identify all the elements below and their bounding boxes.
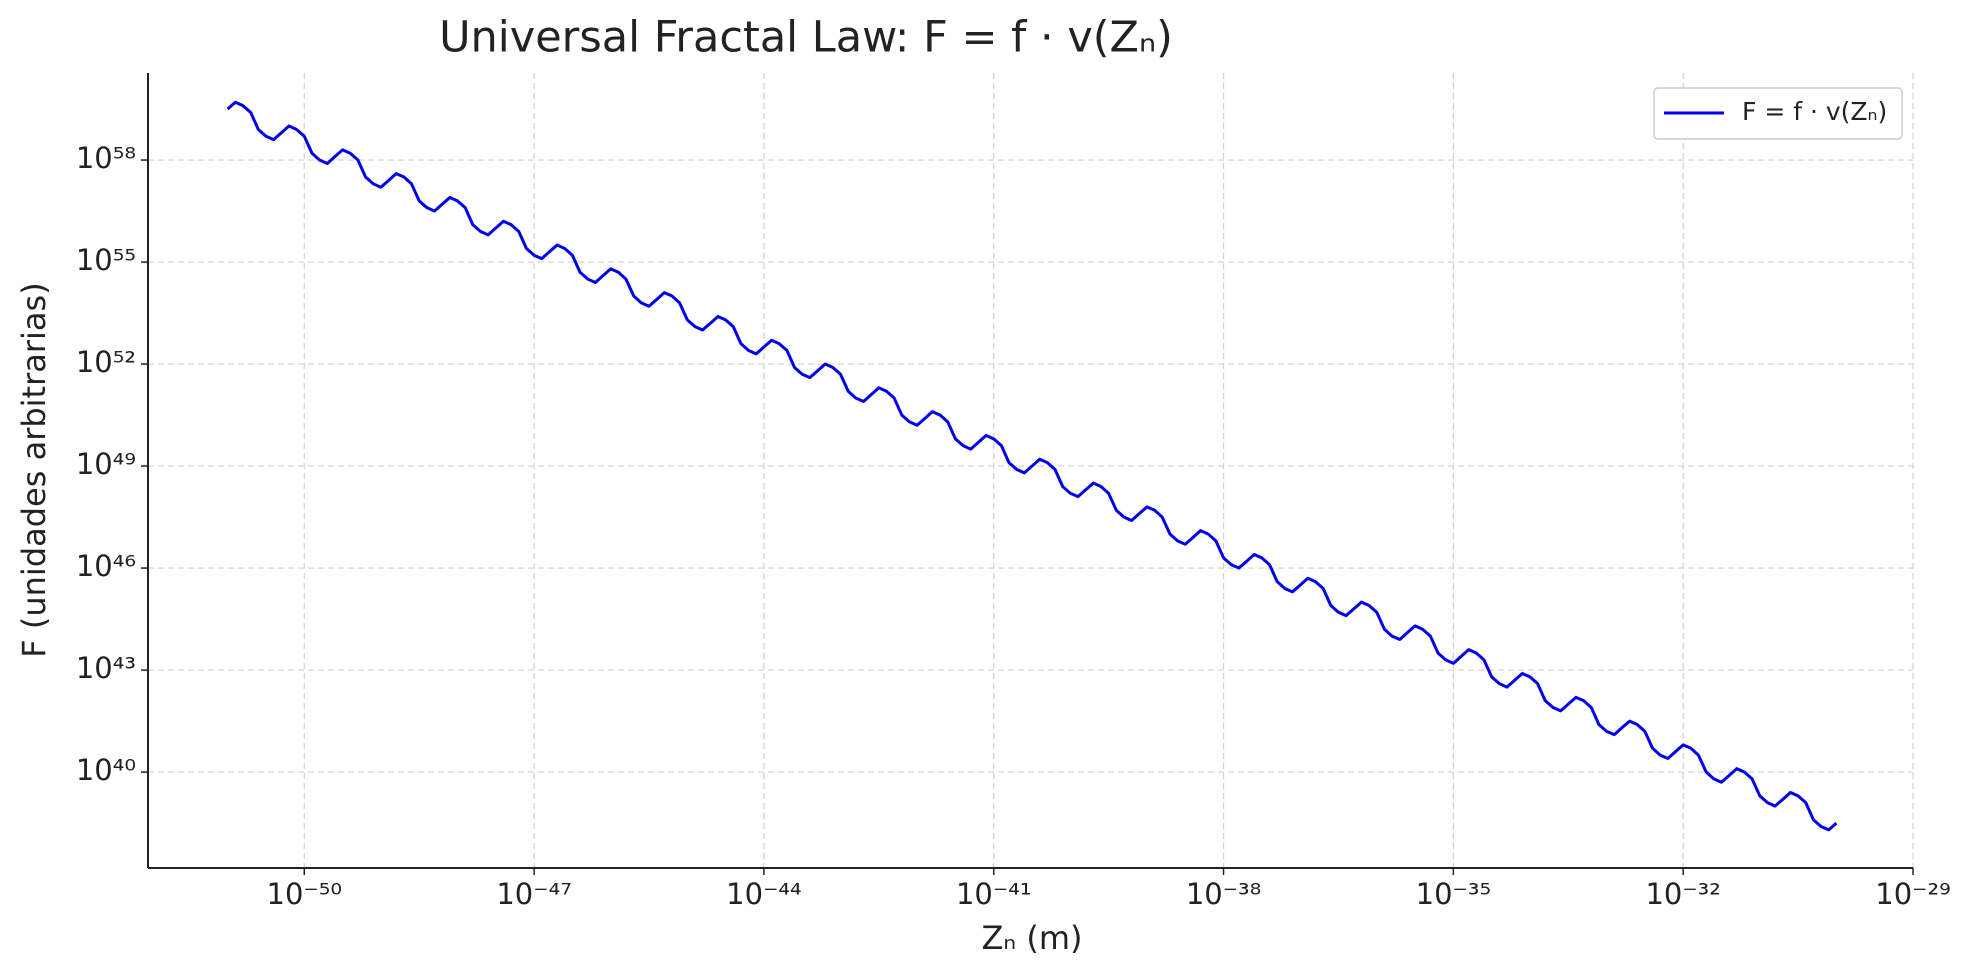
x-tick-label: 10⁻⁵⁰ [267,877,342,911]
x-tick-label: 10⁻⁴⁷ [496,877,571,911]
y-tick-label: 10⁴⁰ [76,753,136,787]
y-tick-label: 10⁴⁶ [76,549,136,583]
legend-label: F = f · v(Zₙ) [1742,97,1887,126]
x-tick-label: 10⁻³² [1645,877,1720,911]
y-axis-label: F (unidades arbitrarias) [15,282,53,657]
legend-box [1653,87,1903,140]
x-tick-label: 10⁻³⁸ [1186,877,1261,911]
chart-title: Universal Fractal Law: F = f · v(Zₙ) [439,13,1173,63]
y-tick-label: 10⁴³ [76,651,136,685]
x-tick-label: 10⁻²⁹ [1875,877,1950,911]
y-tick-label: 10⁵² [76,345,136,379]
y-tick-label: 10⁵⁵ [76,243,136,277]
y-tick-label: 10⁴⁹ [76,447,136,481]
line-series [226,100,1838,832]
x-tick-label: 10⁻⁴¹ [956,877,1031,911]
x-tick-label: 10⁻³⁵ [1416,877,1491,911]
x-tick-label: 10⁻⁴⁴ [726,877,801,911]
x-axis-label: Zₙ (m) [982,919,1083,957]
y-tick-label: 10⁵⁸ [76,141,136,175]
